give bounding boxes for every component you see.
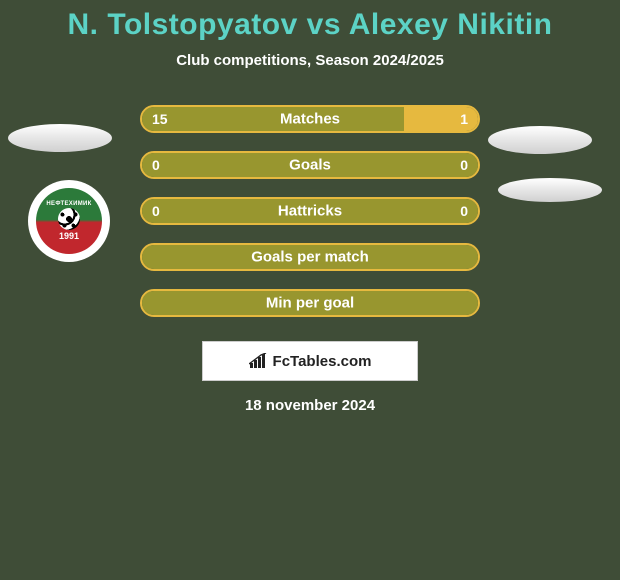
- stat-value-right: 0: [460, 157, 468, 173]
- stat-value-left: 0: [152, 157, 160, 173]
- stats-card: N. Tolstopyatov vs Alexey Nikitin Club c…: [0, 0, 620, 580]
- subtitle: Club competitions, Season 2024/2025: [0, 52, 620, 69]
- stat-row: Min per goal: [0, 281, 620, 327]
- branding-text: FcTables.com: [273, 353, 372, 370]
- stat-value-left: 0: [152, 203, 160, 219]
- stat-bar-left: [142, 107, 404, 131]
- stat-bar-left: [142, 153, 478, 177]
- stat-bar-left: [142, 245, 478, 269]
- stat-row: Goals00: [0, 143, 620, 189]
- bar-chart-icon: [249, 353, 269, 369]
- stat-row: Matches151: [0, 97, 620, 143]
- stat-value-left: 15: [152, 111, 168, 127]
- branding-box[interactable]: FcTables.com: [202, 341, 418, 381]
- stat-bar: Matches151: [140, 105, 480, 133]
- stat-bar: Goals per match: [140, 243, 480, 271]
- date-line: 18 november 2024: [0, 397, 620, 414]
- stat-bar: Hattricks00: [140, 197, 480, 225]
- stat-rows: Matches151Goals00Hattricks00Goals per ma…: [0, 97, 620, 327]
- stat-row: Hattricks00: [0, 189, 620, 235]
- stat-value-right: 1: [460, 111, 468, 127]
- stat-bar: Min per goal: [140, 289, 480, 317]
- stat-bar: Goals00: [140, 151, 480, 179]
- stat-row: Goals per match: [0, 235, 620, 281]
- stat-value-right: 0: [460, 203, 468, 219]
- page-title: N. Tolstopyatov vs Alexey Nikitin: [0, 8, 620, 42]
- stat-bar-left: [142, 199, 478, 223]
- stat-bar-left: [142, 291, 478, 315]
